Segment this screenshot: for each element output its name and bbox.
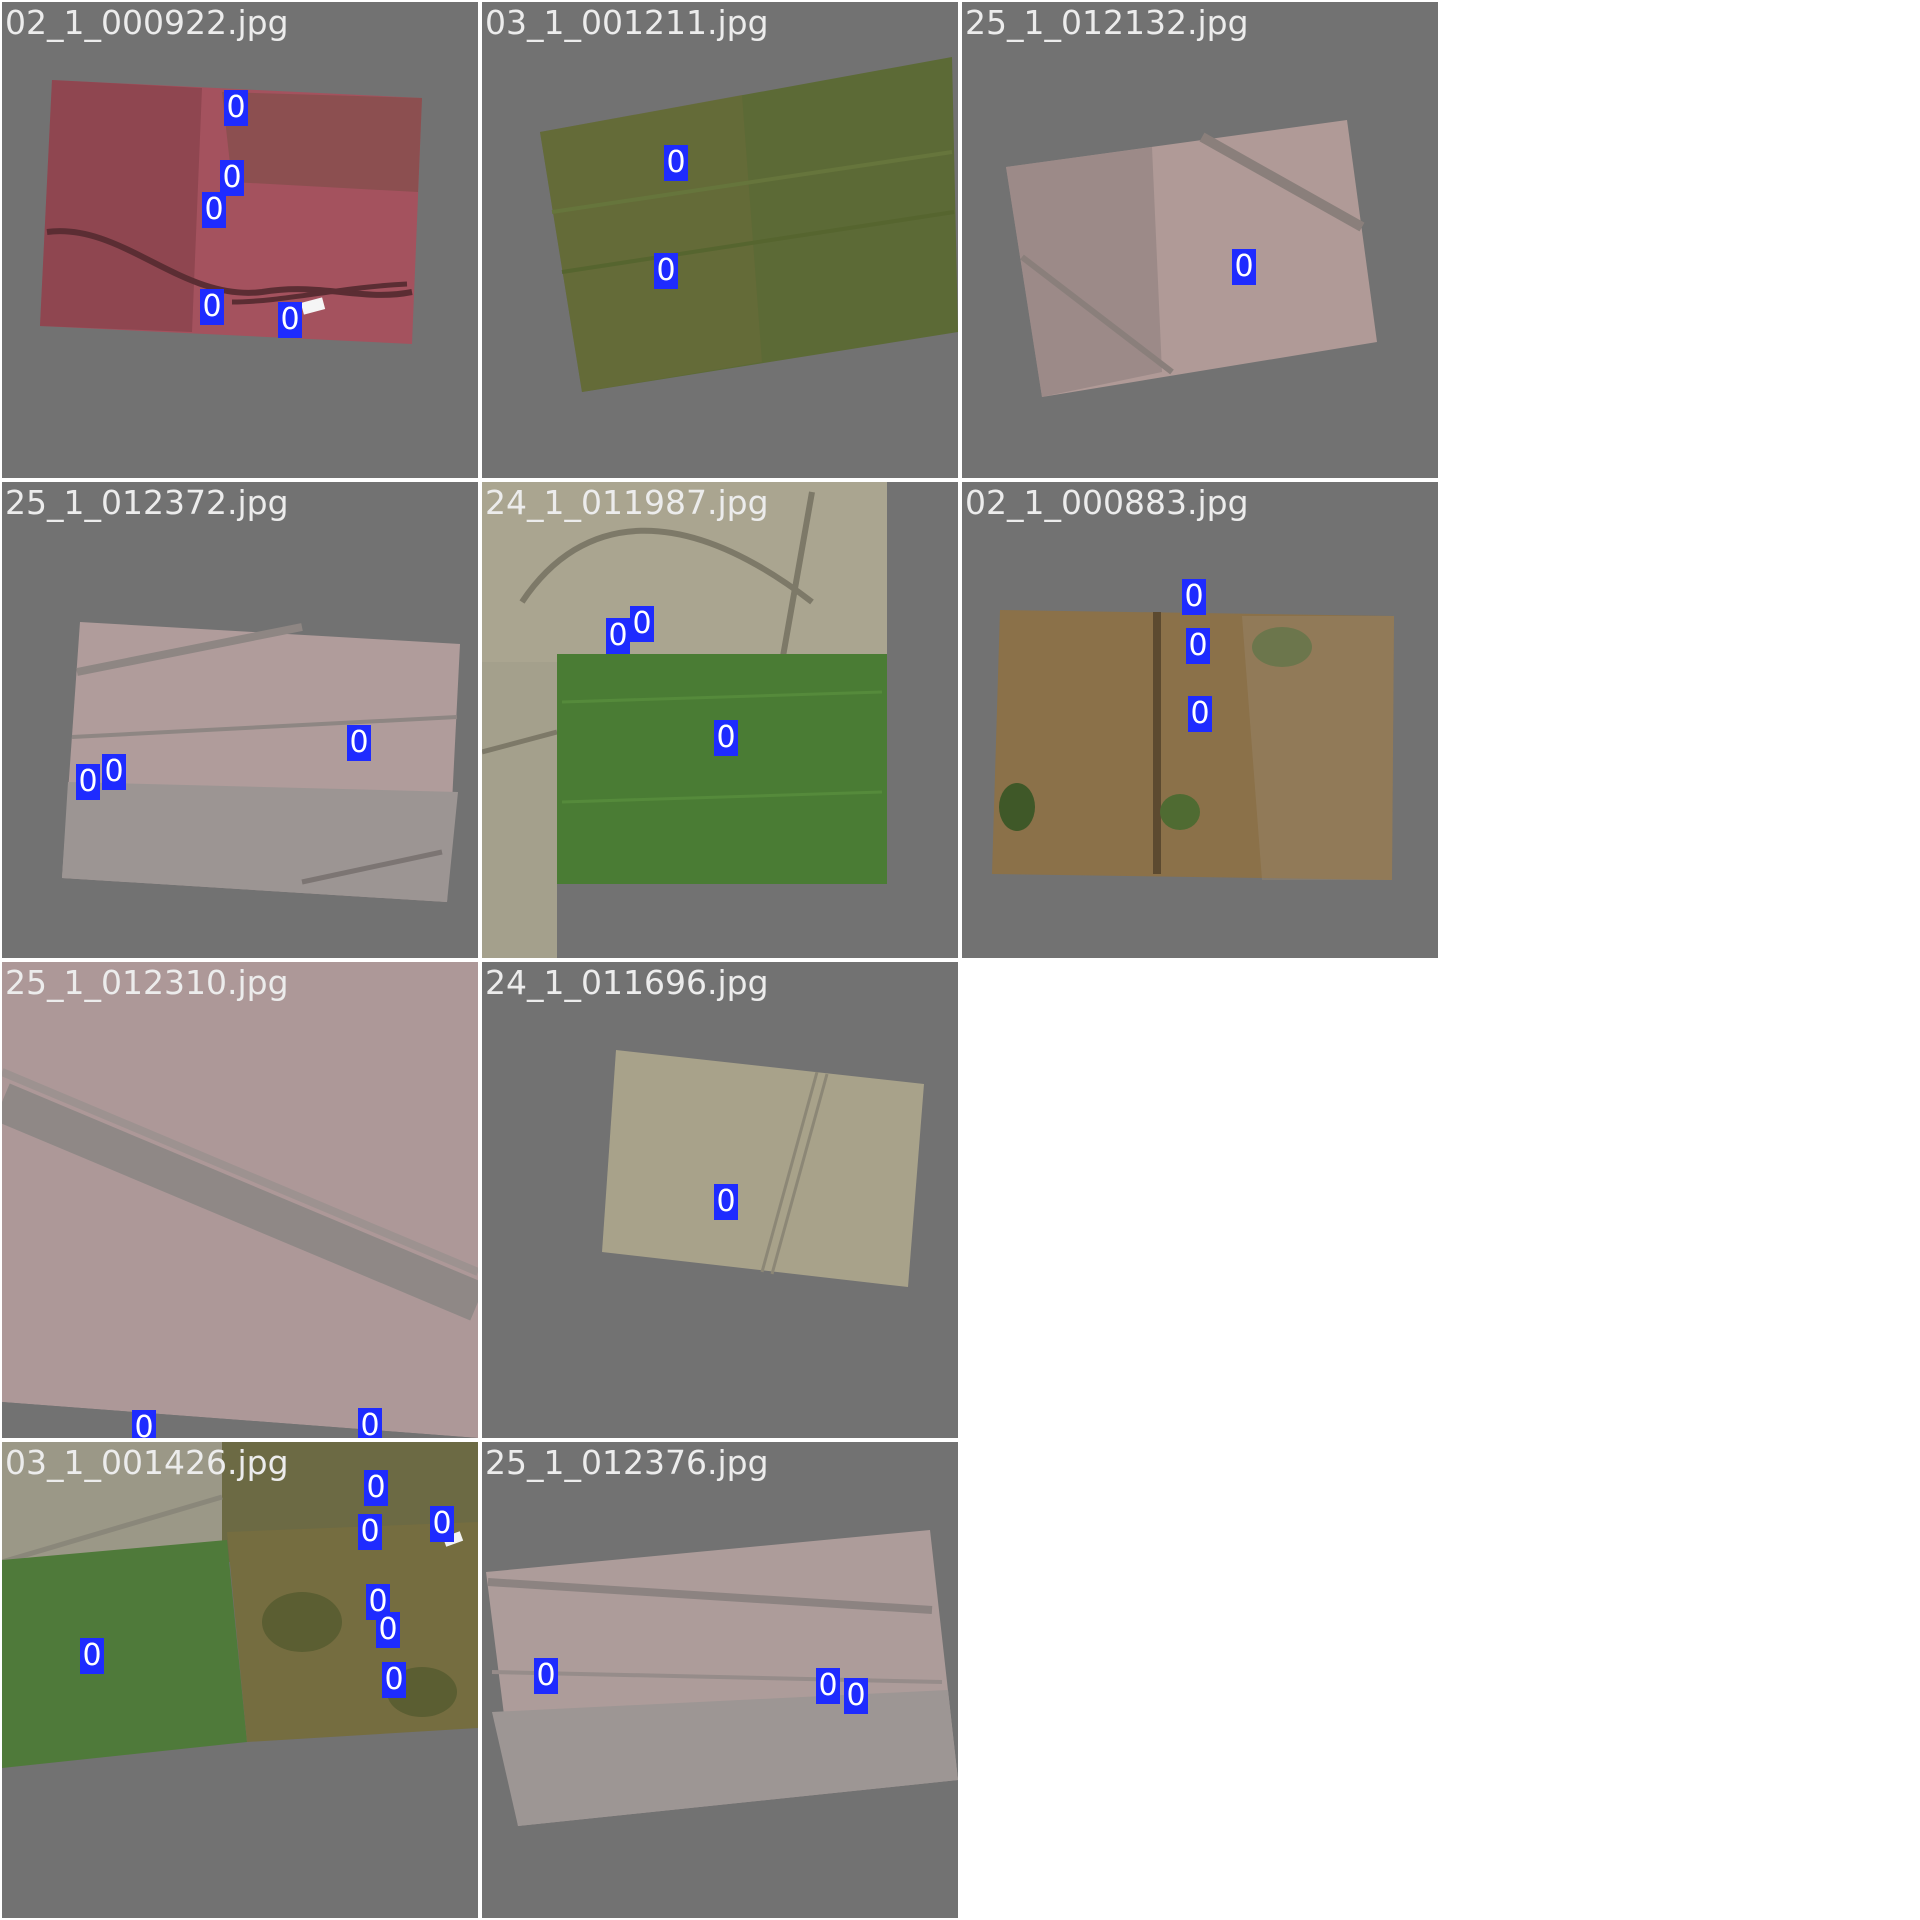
aerial-photo [602, 1050, 924, 1287]
filename-label: 24_1_011987.jpg [485, 483, 769, 522]
filename-label: 02_1_000922.jpg [5, 3, 289, 42]
detection-box-label: 0 [358, 1514, 382, 1550]
detection-box-label: 0 [1188, 696, 1212, 732]
detection-box-label: 0 [664, 145, 688, 181]
detection-box-label: 0 [364, 1470, 388, 1506]
aerial-photo [2, 1442, 478, 1768]
filename-label: 25_1_012376.jpg [485, 1443, 769, 1482]
aerial-photo [482, 482, 887, 958]
filename-label: 24_1_011696.jpg [485, 963, 769, 1002]
aerial-photo [62, 622, 460, 902]
tile-02-1-000883[interactable]: 02_1_000883.jpg 0 0 0 [960, 480, 1438, 958]
aerial-photo [992, 610, 1394, 880]
detection-box-label: 0 [76, 764, 100, 800]
aerial-photo [486, 1530, 958, 1826]
tile-03-1-001211[interactable]: 03_1_001211.jpg 0 0 [480, 0, 958, 478]
tile-24-1-011696[interactable]: 24_1_011696.jpg 0 [480, 960, 958, 1438]
detection-box-label: 0 [1232, 249, 1256, 285]
tile-25-1-012310[interactable]: 25_1_012310.jpg 0 0 [0, 960, 478, 1438]
detection-box-label: 0 [630, 606, 654, 642]
detection-box-label: 0 [220, 160, 244, 196]
detection-box-label: 0 [1186, 628, 1210, 664]
detection-box-label: 0 [102, 754, 126, 790]
filename-label: 25_1_012310.jpg [5, 963, 289, 1002]
detection-box-label: 0 [430, 1506, 454, 1542]
detection-box-label: 0 [376, 1612, 400, 1648]
aerial-photo [1006, 120, 1377, 397]
detection-box-label: 0 [347, 725, 371, 761]
detection-box-label: 0 [278, 302, 302, 338]
detection-box-label: 0 [382, 1662, 406, 1698]
filename-label: 25_1_012132.jpg [965, 3, 1249, 42]
filename-label: 03_1_001211.jpg [485, 3, 769, 42]
detection-box-label: 0 [80, 1638, 104, 1674]
detection-box-label: 0 [606, 618, 630, 654]
detection-box-label: 0 [714, 1184, 738, 1220]
detection-box-label: 0 [1182, 579, 1206, 615]
detection-box-label: 0 [844, 1678, 868, 1714]
tile-25-1-012132[interactable]: 25_1_012132.jpg 0 [960, 0, 1438, 478]
detection-box-label: 0 [654, 253, 678, 289]
detection-box-label: 0 [224, 90, 248, 126]
filename-label: 03_1_001426.jpg [5, 1443, 289, 1482]
detection-box-label: 0 [202, 192, 226, 228]
detection-box-label: 0 [200, 289, 224, 325]
aerial-photo [40, 80, 422, 344]
detection-box-label: 0 [534, 1658, 558, 1694]
detection-box-label: 0 [132, 1410, 156, 1438]
detection-box-label: 0 [714, 720, 738, 756]
aerial-photo [540, 57, 958, 392]
aerial-photo [2, 962, 478, 1438]
detection-box-label: 0 [816, 1668, 840, 1704]
filename-label: 02_1_000883.jpg [965, 483, 1249, 522]
filename-label: 25_1_012372.jpg [5, 483, 289, 522]
detection-box-label: 0 [358, 1408, 382, 1438]
